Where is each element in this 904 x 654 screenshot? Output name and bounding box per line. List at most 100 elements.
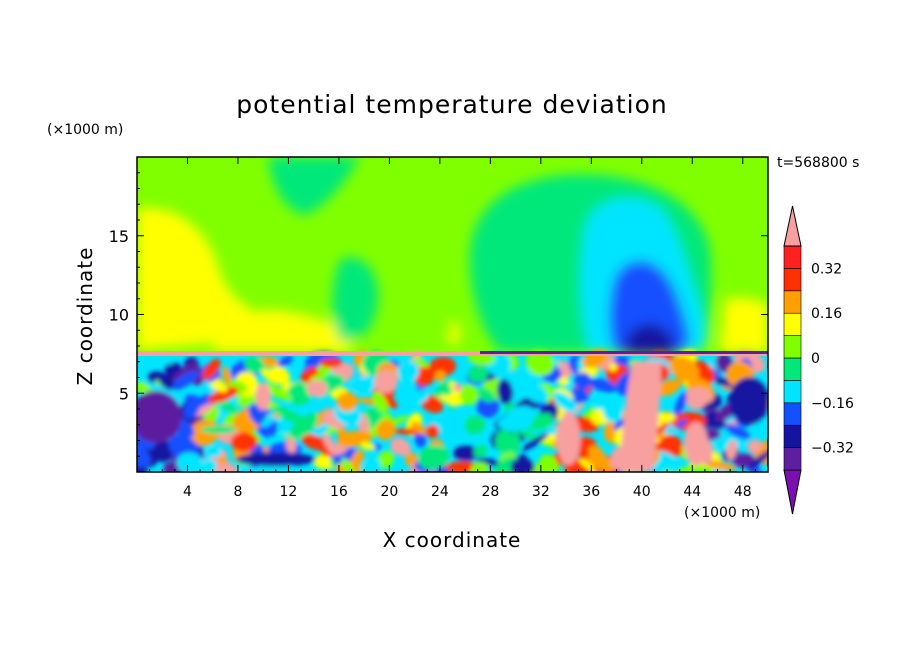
- turbulence-cell: [495, 429, 514, 454]
- colorbar-tick-label: −0.16: [811, 396, 854, 412]
- turbulence-cell: [726, 439, 738, 461]
- turbulence-cell: [602, 397, 624, 423]
- turbulence-cell: [588, 378, 617, 393]
- turbulence-cell: [522, 382, 549, 403]
- turbulence-cell: [747, 439, 762, 454]
- turbulence-cell: [655, 379, 681, 397]
- turbulence-cell: [336, 392, 359, 412]
- turbulence-cell: [675, 419, 688, 429]
- x-tick-label: 48: [734, 484, 752, 500]
- y-tick-label: 10: [109, 306, 129, 325]
- colorbar-max-arrow: [783, 205, 802, 247]
- colorbar-min-arrow: [783, 469, 802, 515]
- colorbar-swatch: [783, 424, 802, 448]
- turbulence-cell: [569, 388, 589, 404]
- turbulence-cell: [397, 361, 420, 383]
- colorbar-swatch: [783, 447, 802, 471]
- turbulence-cell: [244, 356, 265, 374]
- x-tick-label: 44: [683, 484, 701, 500]
- turbulence-cell: [578, 447, 589, 460]
- x-tick-label: 28: [481, 484, 499, 500]
- x-axis: 4 8 12 16 20 24 28 32 36 40 44 48: [149, 157, 756, 500]
- turbulence-cell: [521, 432, 549, 452]
- turbulence-cell: [725, 424, 750, 440]
- turbulence-cell: [222, 366, 232, 387]
- turbulence-cell: [172, 370, 199, 390]
- warm-blob: [556, 412, 581, 465]
- x-tick-label: 12: [280, 484, 298, 500]
- y-tick-label: 5: [119, 384, 129, 403]
- turbulence-cell: [411, 421, 427, 435]
- chart-title: potential temperature deviation: [236, 90, 667, 119]
- turbulence-cell: [360, 441, 376, 451]
- turbulence-cell: [704, 460, 737, 471]
- inversion-layer: [137, 351, 768, 356]
- turbulence-cell: [405, 390, 429, 405]
- turbulence-cell: [676, 465, 712, 472]
- turbulence-cell: [674, 392, 687, 417]
- colorbar-tick-label: 0: [811, 351, 820, 367]
- x-tick-label: 40: [633, 484, 651, 500]
- x-tick-label: 8: [233, 484, 242, 500]
- turbulence-cell: [157, 373, 171, 390]
- turbulence-cell: [306, 380, 328, 398]
- turbulence-cell: [525, 349, 555, 377]
- turbulence-cell: [467, 365, 489, 383]
- turbulence-cell: [473, 445, 488, 458]
- colorbar-swatch: [783, 380, 802, 404]
- turbulence-cell: [390, 438, 411, 456]
- turbulence-cell: [319, 358, 343, 368]
- turbulence-cell: [248, 406, 266, 427]
- turbulence-cell: [322, 433, 338, 456]
- colorbar-swatch: [783, 268, 802, 292]
- turbulence-cell: [464, 415, 486, 435]
- region-yellow-mid: [210, 309, 354, 352]
- turbulence-cell: [732, 453, 755, 468]
- turbulence-cell: [452, 445, 479, 461]
- turbulence-cell: [748, 449, 768, 470]
- turbulence-cell: [684, 387, 712, 405]
- turbulence-cell: [377, 450, 395, 469]
- turbulence-cell: [288, 413, 319, 440]
- turbulence-cell: [286, 382, 311, 407]
- turbulence-cell: [200, 425, 237, 434]
- turbulence-cell: [574, 372, 592, 390]
- turbulence-cell: [141, 380, 174, 396]
- turbulence-cell: [208, 386, 239, 403]
- turbulence-cell: [505, 405, 538, 430]
- y-unit-label: (×1000 m): [47, 122, 123, 138]
- x-tick-label: 20: [380, 484, 398, 500]
- turbulence-cell: [672, 441, 683, 457]
- turbulence-cell: [557, 376, 570, 386]
- turbulence-cell: [453, 383, 463, 392]
- turbulence-cell: [137, 381, 151, 395]
- turbulence-cell: [376, 419, 396, 441]
- turbulence-cell: [183, 397, 200, 420]
- turbulence-cell: [405, 452, 418, 466]
- colorbar-tick-label: −0.32: [811, 441, 854, 457]
- x-tick-label: 36: [582, 484, 600, 500]
- x-tick-label: 32: [532, 484, 550, 500]
- turbulent-layer: [137, 349, 768, 472]
- turbulence-cell: [273, 405, 306, 425]
- y-tick-label: 15: [109, 227, 129, 246]
- warm-blob: [684, 421, 709, 466]
- region-yellow-left: [137, 207, 262, 350]
- turbulence-cell: [439, 395, 464, 406]
- colorbar-swatch: [783, 402, 802, 426]
- inversion-layer-edge: [480, 351, 768, 354]
- turbulence-cell: [202, 358, 221, 380]
- colorbar-swatch: [783, 290, 802, 314]
- cold-pool: [729, 377, 768, 426]
- turbulence-cell: [438, 381, 452, 398]
- turbulence-cell: [372, 391, 389, 414]
- x-axis-label: X coordinate: [383, 528, 522, 552]
- turbulence-cell: [477, 388, 496, 403]
- x-tick-label: 24: [431, 484, 449, 500]
- x-tick-label: 16: [330, 484, 348, 500]
- turbulence-cell: [337, 427, 350, 446]
- region-darkblue: [625, 323, 675, 354]
- turbulence-cell: [351, 449, 365, 467]
- cold-pool: [235, 452, 316, 467]
